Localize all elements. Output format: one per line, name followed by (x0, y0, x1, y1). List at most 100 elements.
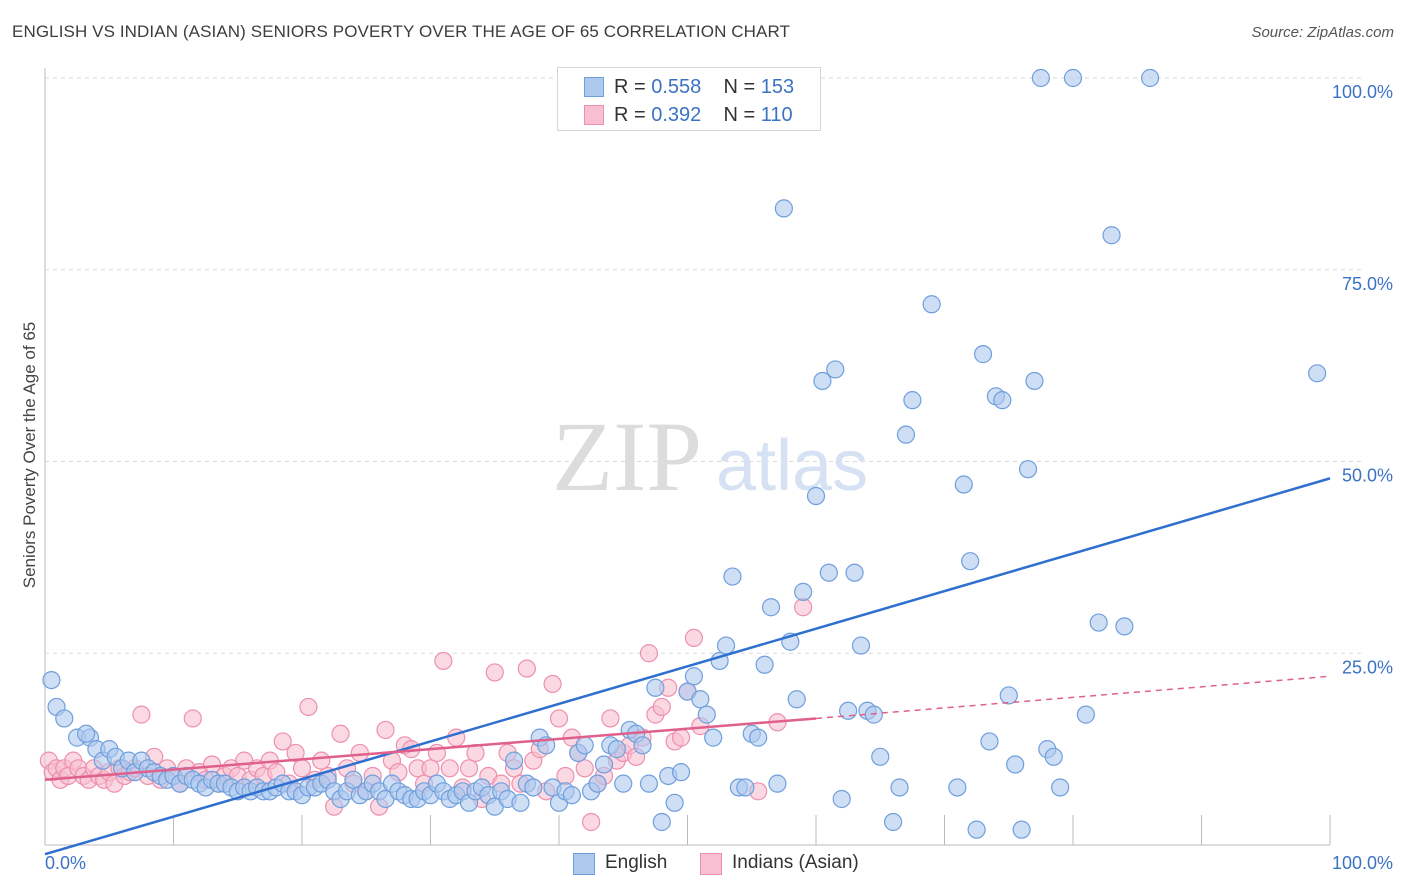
english-point-134 (954, 475, 973, 494)
english-point-124 (851, 636, 871, 655)
watermark-zip: ZIP (552, 401, 702, 512)
indian-regression-line (44, 717, 817, 782)
english-point-84 (588, 774, 607, 793)
indian-point-103 (671, 728, 691, 747)
english-regression-line (44, 477, 1331, 856)
english-point-140 (993, 391, 1012, 410)
indian-point-79 (517, 659, 536, 678)
english-point-111 (761, 598, 781, 617)
r-label: R = (614, 76, 646, 98)
n-label: N = (723, 76, 756, 98)
english-point-116 (794, 582, 813, 601)
english-point-118 (813, 371, 832, 391)
indian-point-67 (440, 759, 459, 778)
english-point-138 (980, 732, 999, 751)
watermark-atlas: atlas (716, 426, 868, 506)
indian-point-64 (421, 759, 440, 778)
english-point-91 (633, 736, 652, 755)
english-point-119 (819, 563, 838, 582)
indian-point-50 (331, 724, 350, 743)
english-point-102 (704, 728, 723, 747)
r-value-indian: 0.392 (651, 104, 702, 126)
english-point-93 (646, 678, 665, 697)
english-point-146 (1031, 68, 1050, 88)
indian-point-43 (286, 743, 305, 763)
english-point-136 (967, 820, 986, 839)
english-point-126 (864, 705, 883, 724)
english-point-74 (524, 778, 543, 797)
english-point-97 (671, 763, 691, 782)
english-point-112 (768, 774, 787, 793)
indian-point-53 (350, 743, 369, 763)
english-point-0 (42, 670, 61, 690)
source-label: Source: ZipAtlas.com (1251, 24, 1394, 41)
english-point-153 (1102, 226, 1121, 245)
english-point-94 (652, 812, 671, 832)
english-point-152 (1089, 613, 1108, 632)
regression-lines (44, 477, 1331, 856)
english-point-143 (1012, 820, 1031, 839)
indian-point-47 (312, 751, 331, 770)
english-point-113 (774, 199, 793, 218)
indian-point-89 (582, 812, 601, 832)
english-point-137 (973, 345, 993, 364)
english-point-145 (1025, 371, 1044, 391)
english-point-107 (736, 778, 755, 797)
correlation-legend: R = 0.558 N = 153 R = 0.392 N = 110 (557, 67, 821, 131)
english-point-144 (1018, 460, 1038, 479)
indian-point-57 (376, 720, 395, 740)
indian-point-105 (684, 628, 704, 648)
legend-row-english: R = 0.558 N = 153 (558, 73, 820, 101)
n-value-indian: 110 (760, 104, 793, 126)
english-point-109 (749, 728, 768, 747)
english-point-150 (1063, 68, 1083, 88)
english-point-5 (77, 724, 96, 743)
n-value-english: 153 (760, 76, 795, 98)
y-tick-label-2: 75.0% (1342, 274, 1393, 294)
english-point-135 (961, 552, 980, 571)
english-point-100 (691, 690, 710, 709)
english-point-96 (665, 793, 684, 812)
english-point-72 (511, 793, 530, 812)
english-point-133 (948, 778, 967, 797)
indian-legend-label: Indians (Asian) (732, 852, 859, 873)
english-point-2 (55, 709, 74, 728)
x-tick-label-1: 100.0% (1332, 853, 1393, 873)
english-point-92 (639, 774, 659, 793)
chart-title: ENGLISH VS INDIAN (ASIAN) SENIORS POVERT… (12, 22, 791, 41)
english-point-132 (922, 295, 941, 314)
english-point-71 (504, 751, 524, 770)
english-point-148 (1044, 747, 1063, 766)
indian-point-70 (459, 759, 479, 778)
indian-legend-swatch (700, 853, 722, 875)
x-tick-label-0: 0.0% (45, 853, 86, 873)
legend-row-indian: R = 0.392 N = 110 (558, 101, 820, 129)
indian-swatch (584, 105, 604, 125)
english-point-87 (607, 740, 626, 759)
indian-point-109 (794, 598, 813, 617)
english-point-155 (1140, 68, 1160, 88)
english-point-85 (594, 755, 614, 774)
english-point-123 (845, 563, 864, 582)
english-point-156 (1308, 364, 1327, 383)
english-point-101 (697, 705, 716, 724)
tick-labels: 25.0% 50.0% 75.0% 100.0% 0.0% 100.0% (45, 82, 1393, 873)
english-legend-label: English (605, 852, 668, 873)
indian-point-27 (183, 709, 202, 728)
english-point-121 (832, 789, 851, 809)
english-point-82 (575, 736, 594, 755)
english-point-80 (562, 786, 581, 805)
indian-point-84 (549, 709, 569, 728)
english-points (42, 68, 1327, 839)
indian-point-74 (485, 663, 504, 682)
r-label: R = (614, 104, 646, 126)
y-tick-label-0: 25.0% (1342, 657, 1393, 677)
english-point-127 (871, 747, 890, 766)
english-point-151 (1076, 705, 1095, 724)
r-value-english: 0.558 (651, 76, 702, 98)
english-point-105 (723, 567, 742, 586)
english-point-131 (903, 391, 922, 410)
indian-point-92 (601, 709, 620, 728)
english-legend-swatch (573, 853, 595, 875)
